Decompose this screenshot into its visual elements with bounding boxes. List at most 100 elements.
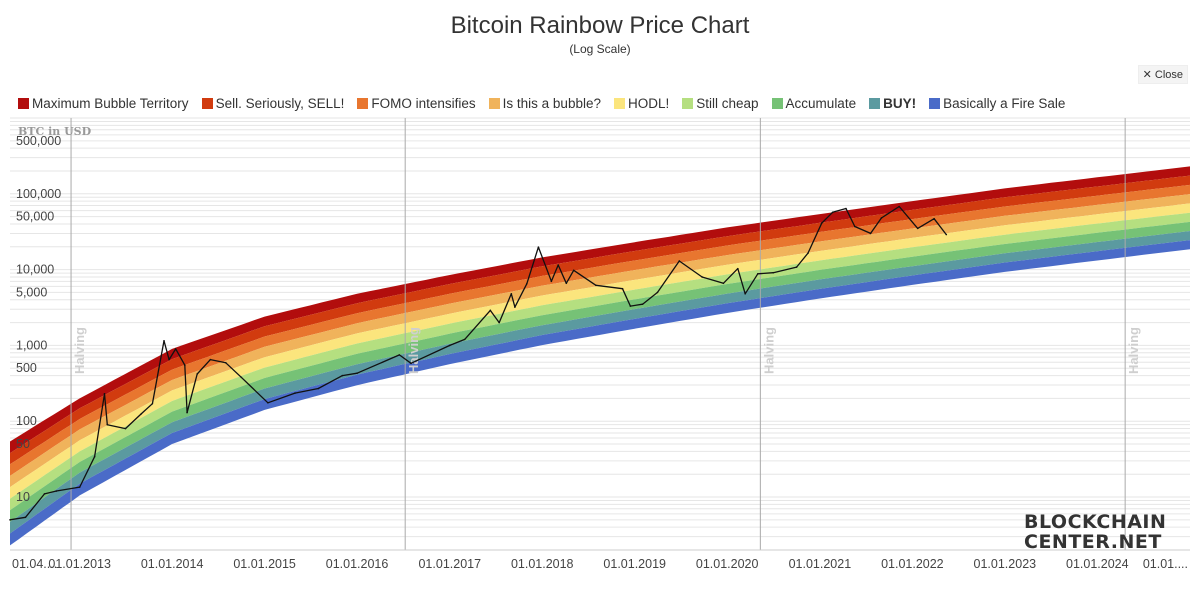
legend-swatch: [929, 98, 941, 109]
y-tick-label: 100: [16, 414, 37, 428]
price-point: [845, 207, 847, 210]
legend-label: Basically a Fire Sale: [943, 96, 1066, 111]
y-tick-label: 500: [16, 361, 37, 375]
legend-label: Sell. Seriously, SELL!: [215, 96, 345, 111]
legend-swatch: [613, 98, 625, 109]
close-x-icon: ✕: [1142, 69, 1152, 81]
legend-label: BUY!: [883, 96, 917, 111]
brand-watermark-logo: BLOCKCHAIN CENTER.NET: [1024, 512, 1166, 552]
price-point: [641, 303, 644, 305]
price-point: [317, 387, 320, 390]
price-point: [463, 338, 466, 341]
y-tick-label: 50: [16, 437, 30, 451]
price-point: [225, 361, 227, 364]
price-point: [140, 413, 143, 415]
y-tick-label: 1,000: [16, 338, 47, 352]
x-tick-label: 01.01.2024: [1066, 557, 1129, 571]
price-point: [183, 364, 186, 366]
legend-item[interactable]: HODL!: [613, 96, 669, 111]
chart-subtitle: (Log Scale): [569, 42, 631, 56]
y-tick-label: 100,000: [16, 187, 61, 201]
halving-label: Halving: [1126, 327, 1141, 374]
price-point: [209, 358, 212, 361]
price-point: [43, 493, 46, 495]
y-tick-label: 500,000: [16, 134, 61, 148]
x-tick-label: 01.01.2014: [141, 557, 204, 571]
price-point: [557, 264, 560, 266]
price-point: [595, 284, 597, 287]
price-point: [356, 372, 358, 374]
legend-item[interactable]: BUY!: [869, 96, 916, 111]
price-point: [656, 291, 659, 294]
legend-item[interactable]: FOMO intensifies: [357, 96, 476, 111]
halving-label: Halving: [761, 327, 776, 374]
x-tick-label: 01.01.2020: [696, 557, 759, 571]
price-point: [807, 252, 809, 254]
x-tick-label: 01.01.2018: [511, 557, 574, 571]
price-point: [525, 282, 528, 285]
x-tick-label: 01.01.2023: [974, 557, 1037, 571]
legend-swatch: [682, 98, 694, 109]
price-point: [722, 282, 725, 285]
legend-label: Accumulate: [785, 96, 857, 111]
y-tick-label: 5,000: [16, 285, 47, 299]
price-point: [916, 227, 919, 230]
legend-label: FOMO intensifies: [371, 96, 476, 111]
price-point: [820, 222, 823, 224]
price-point: [537, 246, 540, 248]
price-point: [757, 273, 759, 275]
x-tick-label: 01.01.2013: [48, 557, 111, 571]
price-point: [186, 411, 188, 414]
legend-swatch: [771, 98, 783, 109]
price-point: [880, 217, 883, 219]
price-point: [701, 276, 703, 278]
legend-swatch: [18, 98, 29, 109]
price-point: [933, 217, 935, 220]
y-tick-label: 10,000: [16, 263, 54, 277]
price-point: [514, 306, 516, 308]
price-point: [174, 348, 177, 350]
price-point: [737, 267, 739, 270]
legend-item[interactable]: Still cheap: [682, 96, 759, 111]
legend-item[interactable]: Is this a bubble?: [488, 96, 601, 111]
legend-item[interactable]: Sell. Seriously, SELL!: [201, 96, 345, 111]
price-point: [678, 260, 681, 262]
close-button[interactable]: ✕ Close: [1137, 65, 1188, 84]
price-point: [550, 280, 553, 283]
legend-item[interactable]: Accumulate: [771, 96, 857, 111]
price-point: [103, 392, 106, 395]
y-tick-label: 10: [16, 490, 30, 504]
price-point: [55, 490, 58, 492]
price-point: [24, 516, 27, 519]
price-point: [168, 358, 170, 361]
legend-swatch: [869, 98, 881, 109]
watermark-line-1: BLOCKCHAIN: [1024, 511, 1167, 533]
price-point: [448, 344, 451, 347]
x-tick-label: 01.01.2019: [603, 557, 666, 571]
legend-swatch: [488, 98, 500, 109]
price-point: [410, 362, 412, 365]
close-label: Close: [1154, 69, 1183, 81]
y-axis-unit-label: BTC in USD: [18, 125, 92, 138]
price-point: [163, 340, 165, 342]
halving-label: Halving: [406, 327, 421, 374]
price-point: [294, 392, 296, 394]
price-point: [510, 292, 513, 295]
legend-item[interactable]: Basically a Fire Sale: [929, 96, 1065, 111]
y-tick-label: 50,000: [16, 210, 54, 224]
legend-item[interactable]: Maximum Bubble Territory: [18, 96, 189, 111]
x-tick-label: 01.01.2017: [418, 557, 481, 571]
legend-swatch: [201, 98, 213, 109]
price-point: [854, 225, 856, 228]
price-point: [341, 374, 344, 377]
price-point: [498, 321, 500, 324]
watermark-line-2: CENTER.NET: [1024, 531, 1162, 553]
price-point: [398, 354, 401, 356]
x-tick-label: 01.01.2015: [233, 557, 296, 571]
price-point: [9, 519, 11, 521]
x-tick-label: 01.01.2016: [326, 557, 389, 571]
price-point: [898, 205, 900, 208]
x-tick-label: 01.01....: [1143, 557, 1188, 571]
legend-swatch: [357, 98, 369, 109]
